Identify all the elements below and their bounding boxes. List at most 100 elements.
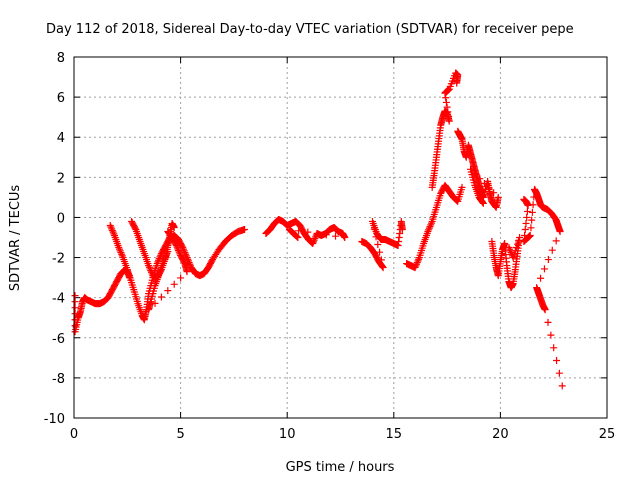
data-point bbox=[537, 274, 545, 282]
data-point bbox=[313, 229, 321, 237]
data-point bbox=[476, 175, 484, 183]
data-point bbox=[509, 254, 517, 262]
data-point bbox=[108, 226, 116, 234]
data-point bbox=[556, 227, 564, 235]
data-point bbox=[241, 225, 249, 233]
data-point bbox=[485, 184, 493, 192]
data-point bbox=[398, 225, 406, 233]
y-tick-label: 0 bbox=[57, 211, 65, 226]
data-point bbox=[177, 274, 185, 282]
data-point bbox=[322, 231, 330, 239]
data-point bbox=[379, 264, 387, 272]
data-point bbox=[540, 265, 548, 273]
data-point bbox=[172, 240, 180, 248]
data-point bbox=[513, 240, 521, 248]
data-point bbox=[425, 224, 433, 232]
data-point bbox=[115, 244, 123, 252]
data-point bbox=[160, 256, 168, 264]
x-axis-label: GPS time / hours bbox=[286, 460, 395, 475]
data-point bbox=[186, 260, 194, 268]
x-tick-label: 5 bbox=[176, 427, 184, 442]
chart-title: Day 112 of 2018, Sidereal Day-to-day VTE… bbox=[46, 22, 574, 37]
data-point bbox=[162, 251, 170, 259]
series-sat-k bbox=[520, 185, 566, 390]
x-tick-label: 25 bbox=[599, 427, 616, 442]
series-sat-i bbox=[454, 127, 502, 211]
data-point bbox=[147, 268, 155, 276]
data-point bbox=[521, 225, 529, 233]
data-point bbox=[175, 248, 183, 256]
data-point bbox=[145, 262, 153, 270]
data-point bbox=[131, 224, 139, 232]
x-tick-label: 20 bbox=[492, 427, 509, 442]
data-point bbox=[292, 232, 300, 240]
data-point bbox=[71, 292, 79, 300]
data-point bbox=[376, 248, 384, 256]
data-point bbox=[427, 219, 435, 227]
data-point bbox=[445, 112, 453, 120]
y-tick-label: -4 bbox=[52, 292, 65, 307]
data-point bbox=[445, 117, 453, 125]
data-point bbox=[332, 232, 340, 240]
data-point bbox=[453, 197, 461, 205]
data-point bbox=[374, 241, 382, 249]
data-point bbox=[157, 293, 165, 301]
data-point bbox=[425, 226, 433, 234]
data-point bbox=[443, 103, 451, 111]
data-point bbox=[442, 98, 450, 106]
data-point bbox=[164, 248, 172, 256]
x-tick-label: 0 bbox=[70, 427, 78, 442]
data-point bbox=[378, 263, 386, 271]
data-point bbox=[548, 246, 556, 254]
data-point bbox=[117, 249, 125, 257]
series-sat-d bbox=[145, 227, 191, 314]
data-point bbox=[523, 207, 531, 215]
data-point bbox=[295, 227, 303, 235]
data-point bbox=[293, 233, 301, 241]
data-point bbox=[145, 263, 153, 271]
data-point bbox=[522, 219, 530, 227]
gridlines bbox=[74, 57, 607, 418]
data-point bbox=[508, 252, 516, 260]
data-point bbox=[163, 249, 171, 257]
data-point bbox=[174, 247, 182, 255]
data-point bbox=[172, 242, 180, 250]
series-sat-g bbox=[403, 181, 466, 272]
data-point bbox=[524, 201, 532, 209]
data-point bbox=[309, 240, 317, 248]
data-point bbox=[71, 298, 79, 306]
plot-frame bbox=[73, 56, 608, 419]
series-sat-b bbox=[106, 221, 133, 282]
data-point bbox=[310, 236, 318, 244]
data-point bbox=[552, 237, 560, 245]
data-point bbox=[512, 244, 520, 252]
data-point bbox=[183, 268, 191, 276]
data-point bbox=[505, 244, 513, 252]
data-point bbox=[311, 235, 319, 243]
data-point bbox=[424, 227, 432, 235]
data-point bbox=[160, 258, 168, 266]
data-point bbox=[178, 242, 186, 250]
data-point bbox=[309, 238, 317, 246]
data-point bbox=[547, 331, 555, 339]
data-point bbox=[118, 250, 126, 258]
data-point bbox=[377, 256, 385, 264]
data-point bbox=[116, 247, 124, 255]
data-point bbox=[146, 265, 154, 273]
data-point bbox=[109, 228, 117, 236]
data-point bbox=[458, 183, 466, 191]
data-point bbox=[426, 222, 434, 230]
data-point bbox=[479, 198, 487, 206]
y-tick-label: -2 bbox=[52, 252, 65, 267]
series-sat-e bbox=[262, 215, 349, 248]
y-axis-label: SDTVAR / TECUs bbox=[8, 185, 23, 292]
data-point bbox=[506, 247, 514, 255]
data-point bbox=[173, 243, 181, 251]
series-sat-c bbox=[128, 217, 178, 282]
y-tick-label: 4 bbox=[57, 131, 65, 146]
data-point bbox=[480, 179, 488, 187]
data-point bbox=[508, 250, 516, 258]
data-point bbox=[529, 201, 537, 209]
